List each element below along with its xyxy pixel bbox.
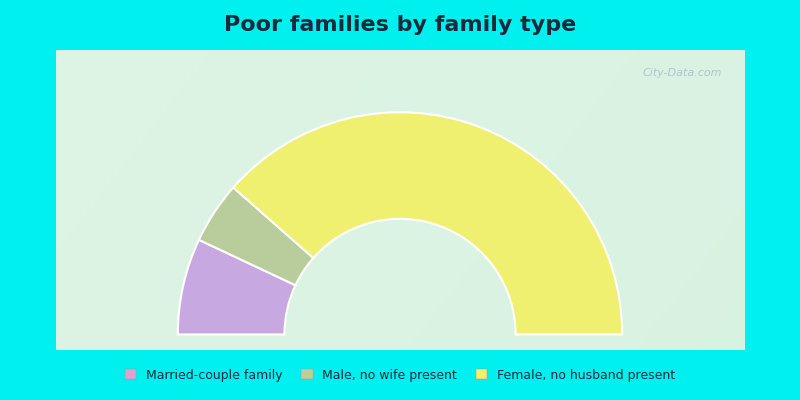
Wedge shape <box>234 112 622 334</box>
Text: Poor families by family type: Poor families by family type <box>224 15 576 35</box>
Text: City-Data.com: City-Data.com <box>642 68 722 78</box>
Legend: Married-couple family, Male, no wife present, Female, no husband present: Married-couple family, Male, no wife pre… <box>121 365 679 385</box>
Wedge shape <box>178 240 295 334</box>
Wedge shape <box>199 188 314 285</box>
